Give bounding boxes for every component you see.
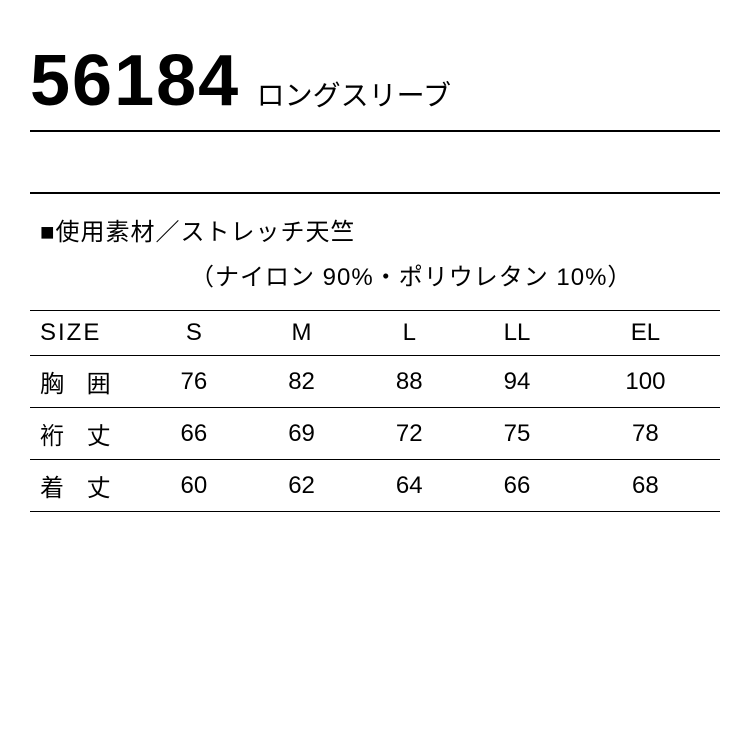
table-row: 裄 丈 66 69 72 75 78 (30, 408, 720, 460)
product-name: ロングスリーブ (257, 74, 451, 114)
cell: 94 (463, 356, 571, 408)
table-row: 着 丈 60 62 64 66 68 (30, 460, 720, 512)
cell: 82 (248, 356, 356, 408)
cell: 66 (140, 408, 248, 460)
title-section: 56184 ロングスリーブ (30, 40, 720, 132)
size-col: L (355, 311, 463, 356)
cell: 68 (571, 460, 720, 512)
row-label: 胸 囲 (30, 356, 140, 408)
cell: 88 (355, 356, 463, 408)
size-col: LL (463, 311, 571, 356)
table-row: 胸 囲 76 82 88 94 100 (30, 356, 720, 408)
product-code: 56184 (30, 40, 240, 122)
size-col: S (140, 311, 248, 356)
material-section: ■使用素材／ストレッチ天竺 （ナイロン 90%・ポリウレタン 10%） (30, 192, 720, 310)
cell: 69 (248, 408, 356, 460)
row-label: 裄 丈 (30, 408, 140, 460)
cell: 66 (463, 460, 571, 512)
cell: 60 (140, 460, 248, 512)
cell: 76 (140, 356, 248, 408)
cell: 64 (355, 460, 463, 512)
table-header-row: SIZE S M L LL EL (30, 311, 720, 356)
cell: 100 (571, 356, 720, 408)
size-col: EL (571, 311, 720, 356)
material-line2: （ナイロン 90%・ポリウレタン 10%） (40, 257, 720, 292)
size-col: M (248, 311, 356, 356)
row-label: 着 丈 (30, 460, 140, 512)
size-header-label: SIZE (30, 311, 140, 356)
size-table: SIZE S M L LL EL 胸 囲 76 82 88 94 100 裄 丈… (30, 310, 720, 512)
material-line1: ■使用素材／ストレッチ天竺 (40, 212, 720, 247)
cell: 72 (355, 408, 463, 460)
cell: 78 (571, 408, 720, 460)
cell: 75 (463, 408, 571, 460)
cell: 62 (248, 460, 356, 512)
